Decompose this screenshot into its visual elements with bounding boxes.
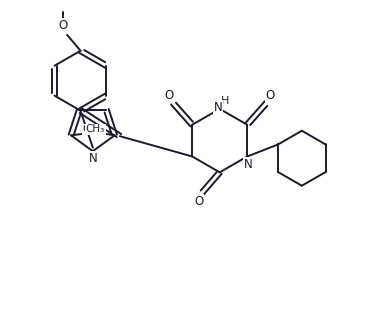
Text: O: O [194, 195, 203, 208]
Text: N: N [214, 100, 222, 114]
Text: CH₃: CH₃ [83, 124, 102, 134]
Text: CH₃: CH₃ [86, 124, 105, 134]
Text: O: O [58, 19, 68, 31]
Text: N: N [244, 158, 252, 171]
Text: N: N [88, 152, 97, 165]
Text: H: H [221, 96, 229, 106]
Text: O: O [265, 89, 275, 102]
Text: O: O [165, 89, 174, 102]
